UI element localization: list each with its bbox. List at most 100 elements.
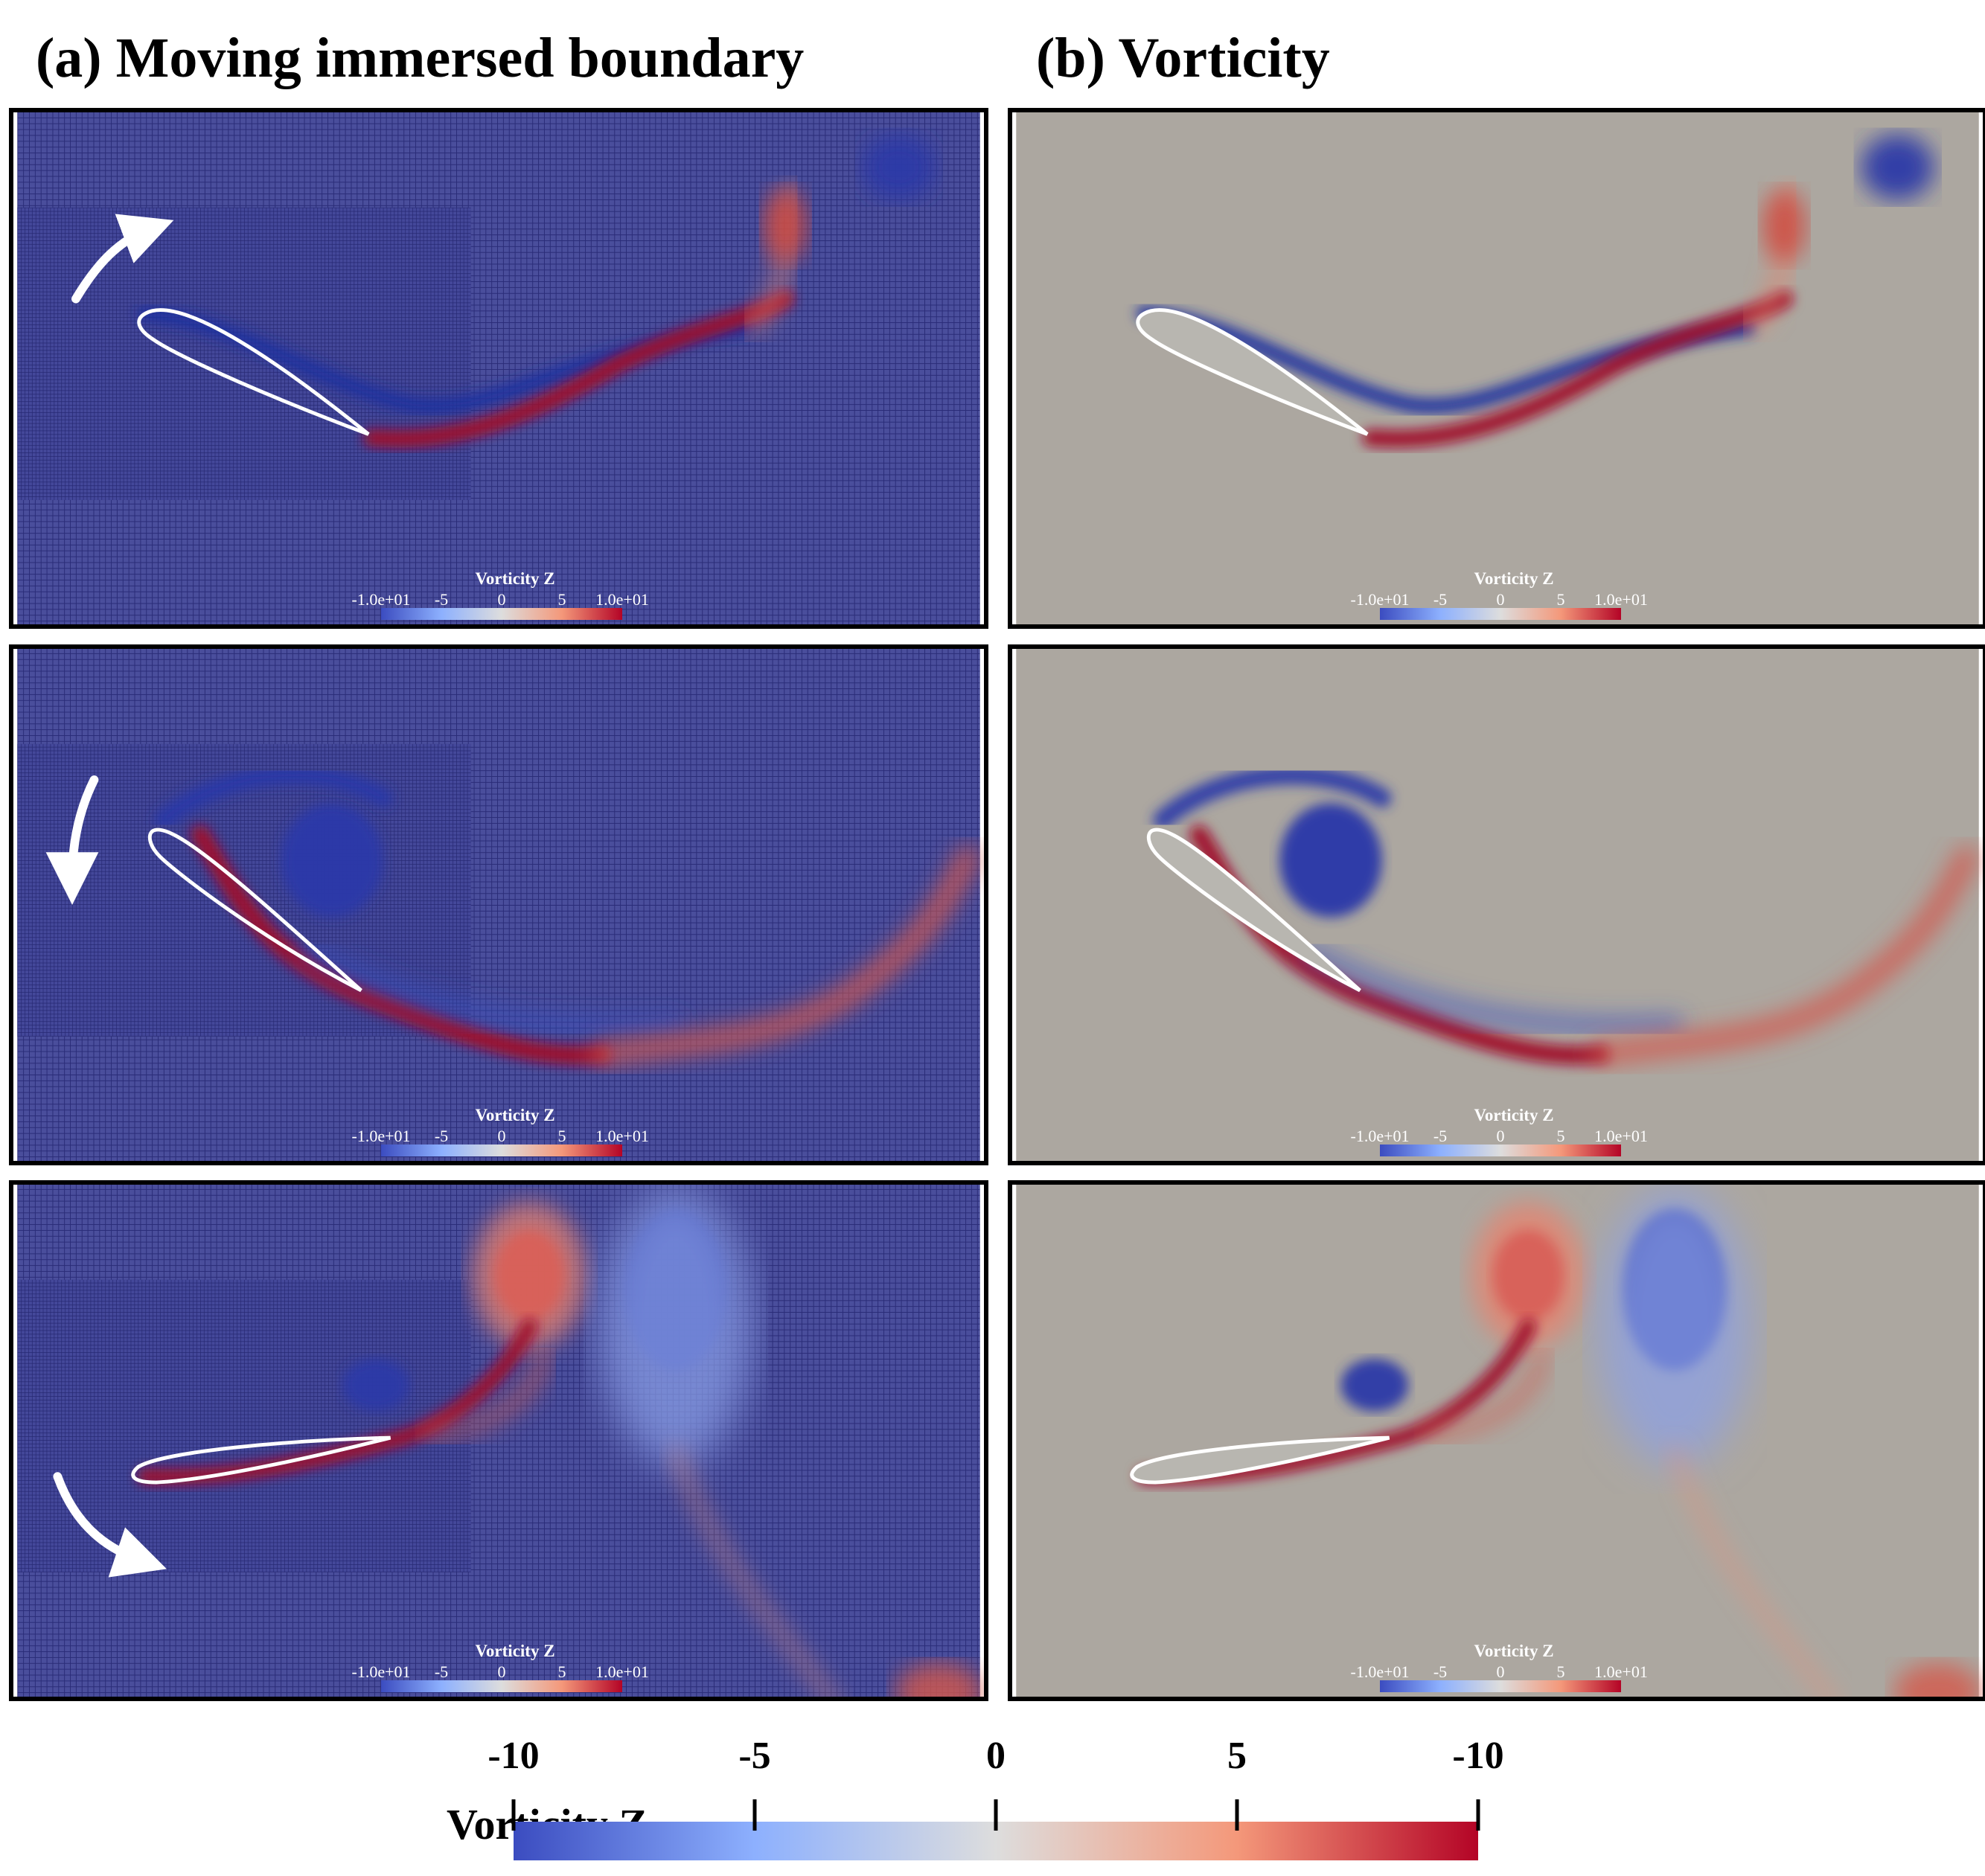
panel-colorbar-gradient [381,1145,622,1156]
panel-colorbar-title: Vorticity Z [475,1106,555,1124]
panel-colorbar-tick: -1.0e+01 [351,590,411,609]
main-colorbar-tick: -10 [488,1735,540,1777]
vorticity-field [1016,112,1979,624]
rotation-arrow [45,775,99,905]
mesh-panel-frame-1: Vorticity Z -1.0e+01 -5 0 5 1.0e+01 [9,108,988,629]
vortex-sheet [363,289,795,448]
vorticity-field [1016,1185,1982,1697]
vortex-sheet [300,942,685,1036]
vorticity-panel-frame-3: Vorticity Z -1.0e+01 -5 0 5 1.0e+01 [1008,1180,1985,1701]
panel-colorbar-gradient [381,608,622,620]
airfoil [137,308,370,436]
vortex-sheet [420,1349,551,1443]
vortex [1762,189,1806,263]
mesh-field [17,1185,983,1697]
panel-colorbar-tick: 0 [1496,1662,1505,1681]
panel-colorbar-tick: 5 [1556,1662,1565,1681]
panel-colorbar-ticks: -1.0e+01 -5 0 5 1.0e+01 [1343,1662,1685,1681]
panel-colorbar-ticks: -1.0e+01 -5 0 5 1.0e+01 [344,1662,686,1681]
vortex [598,1187,753,1466]
panel-colorbar-tick: -5 [1433,1127,1448,1145]
panel-colorbar-tick: 5 [557,1662,566,1681]
panel-colorbar-tick: -1.0e+01 [1350,1662,1410,1681]
airfoil [131,1435,391,1485]
vortex-sheet [591,845,979,1066]
vortex [1893,1662,1982,1697]
panel-colorbar-gradient [1380,1680,1621,1692]
panel-colorbar-tick: 0 [1496,590,1505,609]
panel-colorbar-tick: -1.0e+01 [1350,1127,1410,1145]
panel-colorbar: Vorticity Z -1.0e+01 -5 0 5 1.0e+01 [1343,1642,1685,1694]
panel-colorbar-tick: -1.0e+01 [351,1662,411,1681]
vortex-sheet [1153,766,1392,830]
panel-colorbar-tick: -5 [1433,590,1448,609]
panel-colorbar-tick: 5 [1556,590,1565,609]
panel-colorbar-tick: 5 [1556,1127,1565,1145]
vorticity-panel-frame-2: Vorticity Z -1.0e+01 -5 0 5 1.0e+01 [1008,644,1985,1165]
panel-colorbar-title: Vorticity Z [475,1642,555,1660]
mesh-grid-refined [17,1279,471,1572]
main-colorbar: Vorticity Z -10 -5 0 5 -10 [447,1734,1526,1868]
panel-colorbar: Vorticity Z -1.0e+01 -5 0 5 1.0e+01 [1343,1106,1685,1158]
panel-colorbar-gradient [381,1680,622,1692]
panel-colorbar-ticks: -1.0e+01 -5 0 5 1.0e+01 [1343,1127,1685,1145]
panel-colorbar-tick: 0 [497,590,506,609]
panel-colorbar-title: Vorticity Z [1474,1642,1554,1660]
panel-colorbar: Vorticity Z -1.0e+01 -5 0 5 1.0e+01 [344,1642,686,1694]
vortex-sheet [1136,305,1756,414]
panel-colorbar-tick: -1.0e+01 [351,1127,411,1145]
airfoil [147,827,362,993]
panel-colorbar-tick: 1.0e+01 [1594,1127,1648,1145]
vortex-sheet [670,1445,836,1697]
main-colorbar-tick: 5 [1227,1735,1247,1777]
main-colorbar-tickmark [1476,1799,1480,1831]
panel-colorbar-ticks: -1.0e+01 -5 0 5 1.0e+01 [344,1127,686,1145]
vortex [862,134,936,200]
main-colorbar-tick: -5 [738,1735,771,1777]
panel-colorbar-tick: -5 [434,590,449,609]
vortex [1471,1202,1585,1349]
panel-colorbar-tick: 1.0e+01 [595,590,649,609]
mesh-field [17,112,980,624]
panel-colorbar-tick: 1.0e+01 [1594,1662,1648,1681]
vortex [281,803,383,918]
vorticity-panel-frame-1: Vorticity Z -1.0e+01 -5 0 5 1.0e+01 [1008,108,1985,629]
airfoil [1130,1435,1390,1485]
vortex [895,1662,983,1697]
panel-colorbar: Vorticity Z -1.0e+01 -5 0 5 1.0e+01 [344,1106,686,1158]
main-colorbar-tickmark [511,1799,516,1831]
panel-colorbar-title: Vorticity Z [1474,1106,1554,1124]
vortex-sheet [1419,1349,1550,1443]
airfoil [1136,308,1369,436]
main-colorbar-tickmark [752,1799,757,1831]
field-background [1016,112,1979,624]
vortex [1279,803,1382,918]
airfoil [1146,827,1361,993]
panel-colorbar-title: Vorticity Z [1474,569,1554,588]
rotation-arrow [71,214,174,304]
mesh-panel-frame-3: Vorticity Z -1.0e+01 -5 0 5 1.0e+01 [9,1180,988,1701]
vortex [763,189,808,263]
vortex-sheet [154,766,393,830]
vortex-sheet [1299,942,1684,1036]
vortex-sheet [1669,1445,1835,1697]
panel-colorbar-gradient [1380,1145,1621,1156]
main-colorbar-tickmark [1235,1799,1239,1831]
panel-colorbar-tick: -5 [434,1127,449,1145]
vortex-sheet [191,825,613,1065]
vortex [1861,134,1934,200]
field-background [1016,649,1979,1161]
panel-colorbar-ticks: -1.0e+01 -5 0 5 1.0e+01 [344,590,686,609]
vortex-sheet [1362,289,1794,448]
mesh-field [17,649,980,1161]
main-colorbar-tick: 0 [986,1735,1006,1777]
panel-colorbar-tick: 5 [557,1127,566,1145]
vortex [1597,1187,1752,1466]
vortex [472,1202,586,1349]
panel-colorbar-tick: 0 [497,1127,506,1145]
main-colorbar-tickmark [994,1799,998,1831]
vorticity-field [1016,649,1979,1161]
panel-colorbar-tick: -5 [434,1662,449,1681]
vortex [342,1358,410,1412]
vortex-sheet [1590,845,1978,1066]
